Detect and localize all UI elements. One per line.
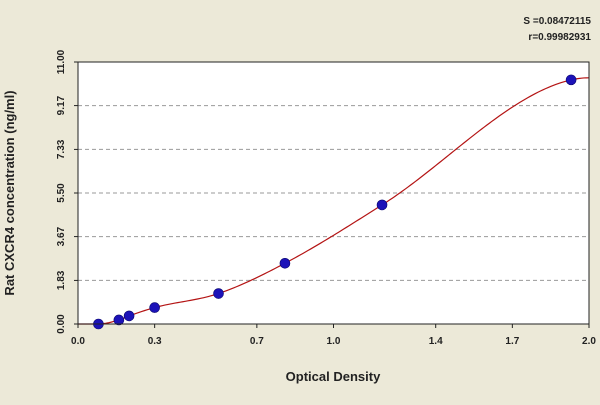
x-tick-label: 1.0: [327, 336, 341, 347]
y-tick-label: 5.50: [56, 183, 67, 203]
y-tick-label: 3.67: [56, 226, 67, 246]
y-tick-label: 9.17: [56, 95, 67, 115]
x-axis-title: Optical Density: [286, 369, 381, 384]
data-point: [123, 310, 135, 322]
x-tick-label: 1.7: [505, 336, 519, 347]
data-point: [113, 314, 125, 326]
y-tick-label: 11.00: [56, 49, 67, 74]
y-tick-label: 0.00: [56, 314, 67, 334]
x-tick-label: 0.0: [71, 336, 85, 347]
x-tick-label: 0.7: [250, 336, 264, 347]
x-tick-label: 0.3: [148, 336, 162, 347]
data-point: [279, 257, 291, 269]
x-tick-label: 1.4: [429, 336, 443, 347]
stat-r-value: r=0.99982931: [528, 32, 591, 43]
x-axis-ticks: 0.0 0.3 0.7 1.0 1.4 1.7 2.0: [71, 324, 596, 347]
y-axis-title: Rat CXCR4 concentration (ng/ml): [2, 90, 17, 295]
fitted-curve-layer: [78, 77, 590, 325]
data-points: [93, 74, 577, 330]
y-tick-label: 1.83: [56, 270, 67, 290]
data-point: [376, 199, 388, 211]
y-tick-label: 7.33: [56, 139, 67, 159]
grid-lines: [78, 105, 589, 281]
x-tick-label: 2.0: [582, 336, 596, 347]
fitted-curve: [78, 77, 590, 325]
y-axis-ticks: 0.00 1.83 3.67 5.50 7.33 9.17 11.00: [56, 49, 78, 334]
data-point: [213, 288, 224, 299]
stat-s-value: S =0.08472115: [523, 16, 591, 27]
data-point: [565, 74, 577, 86]
data-point: [149, 302, 160, 313]
